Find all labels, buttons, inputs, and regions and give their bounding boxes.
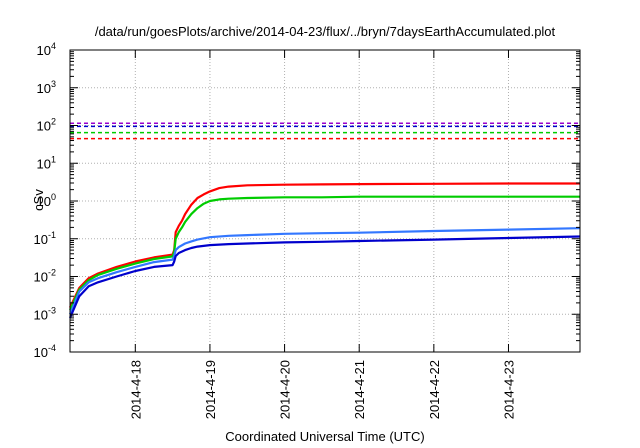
x-tick-label: 2014-4-18 (128, 360, 143, 419)
x-tick-label: 2014-4-19 (203, 360, 218, 419)
x-tick-label: 2014-4-21 (352, 360, 367, 419)
y-tick-label: 100 (37, 192, 56, 209)
y-tick-label: 102 (37, 117, 56, 134)
grid (70, 50, 580, 352)
x-tick-label: 2014-4-20 (278, 360, 293, 419)
y-tick-label: 104 (37, 41, 56, 58)
x-tick-label: 2014-4-22 (427, 360, 442, 419)
y-tick-label: 10-1 (34, 230, 56, 247)
x-axis-ticks: 2014-4-18 2014-4-19 2014-4-20 2014-4-21 2014… (128, 50, 516, 419)
y-axis-label: cSv (31, 189, 46, 211)
series-line (69, 182, 580, 309)
series-line (68, 235, 581, 319)
data-series (68, 182, 581, 319)
x-tick-label: 2014-4-23 (501, 360, 516, 419)
series-line (68, 227, 581, 315)
y-tick-label: 10-4 (34, 343, 56, 360)
x-axis-label: Coordinated Universal Time (UTC) (225, 429, 424, 444)
threshold-lines (70, 122, 580, 140)
y-tick-label: 103 (37, 79, 56, 96)
y-tick-label: 10-2 (34, 268, 56, 285)
y-tick-label: 101 (37, 154, 56, 171)
chart-title: /data/run/goesPlots/archive/2014-04-23/f… (95, 24, 556, 39)
y-tick-label: 10-3 (34, 305, 56, 322)
series-line (68, 195, 580, 311)
y-axis-ticks: 10-4 10-3 10-2 10-1 100 101 102 103 104 (34, 41, 580, 360)
